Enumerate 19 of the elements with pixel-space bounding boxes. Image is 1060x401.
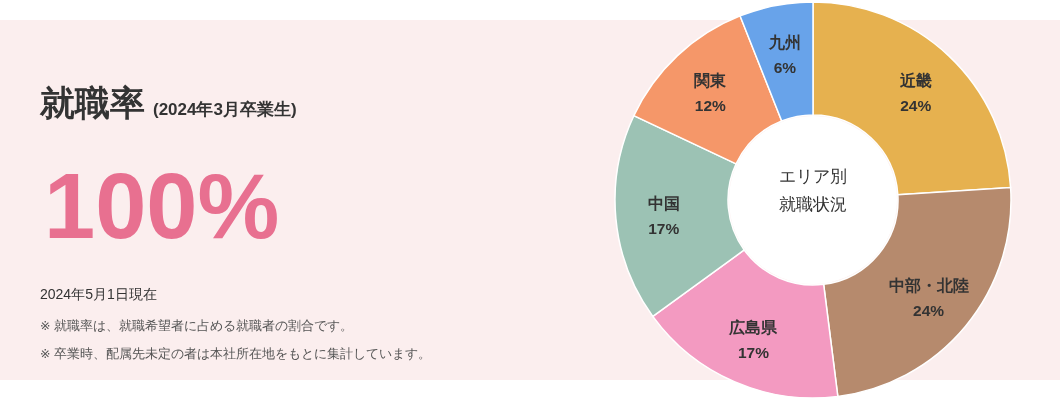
text: 2024年5月1日現在 — [40, 286, 157, 302]
slice-label: 関東 — [694, 71, 727, 89]
data-label: 24% — [913, 301, 945, 319]
slice-label: 近畿 — [898, 71, 932, 89]
slice-label: 中国 — [647, 195, 680, 213]
data-label: 12% — [694, 96, 727, 114]
slice-label: 広島県 — [728, 317, 779, 336]
data-label: 24% — [900, 96, 932, 114]
text: ※ 卒業時、配属先未定の者は本社所在地をもとに集計しています。 — [40, 347, 431, 361]
text: 就職率 — [39, 83, 145, 122]
text: エリア別就職状況 — [778, 166, 848, 216]
data-label: 6% — [773, 58, 797, 76]
text: 100% — [44, 155, 280, 257]
data-label: 17% — [737, 343, 770, 361]
text: (2024年3月卒業生) — [153, 100, 297, 119]
text: ※ 就職率は、就職希望者に占める就職者の割合です。 — [40, 318, 353, 333]
data-label: 17% — [648, 220, 680, 238]
slice-label: 九州 — [767, 33, 801, 51]
slice-label: 中部・北陸 — [888, 276, 969, 294]
